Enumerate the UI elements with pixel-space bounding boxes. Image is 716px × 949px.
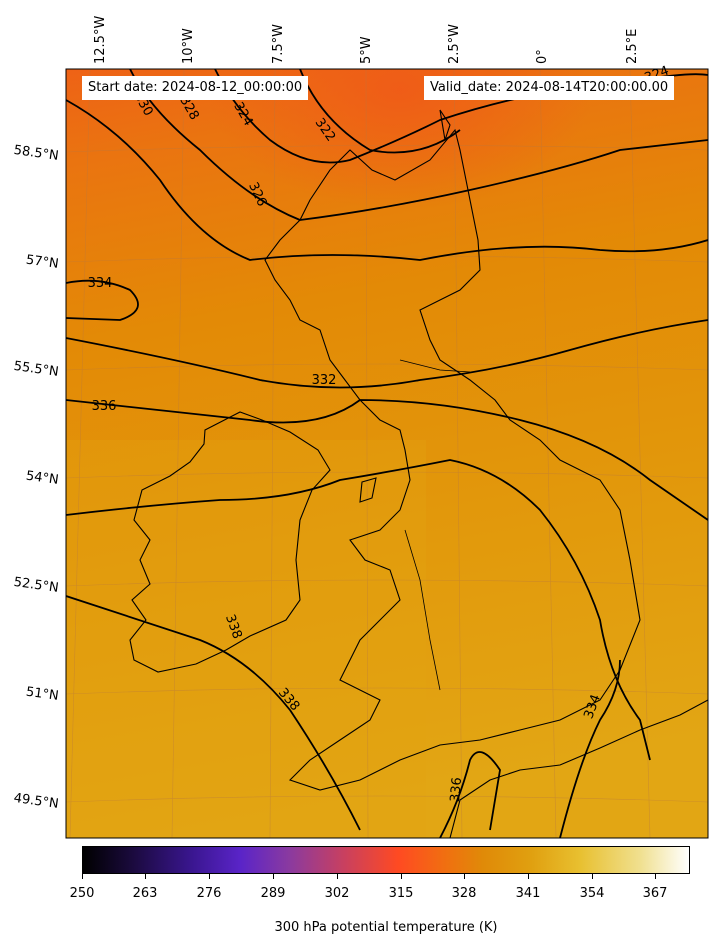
contour-line [129,69,708,221]
contour-line [66,279,139,321]
colorbar [82,846,690,874]
lon-label: 12.5°W [93,16,108,64]
contour-line [66,319,708,389]
colorbar-tick-label: 354 [579,886,605,901]
colorbar-tick-label: 341 [515,886,541,901]
france-coast [449,699,708,838]
colorbar-tickmark [82,874,83,879]
isle-of-man [359,477,377,503]
colorbar-tick-label: 289 [260,886,286,901]
lon-label: 10°W [181,28,196,64]
contour-label: 334 [88,276,113,291]
lon-label: 0° [535,49,550,64]
colorbar-tick-label: 315 [388,886,414,901]
contour-line [66,595,361,831]
scotland-border [399,359,471,373]
contour-lines [66,69,708,838]
temperature-field [66,69,708,838]
start-date-label: Start date: 2024-08-12_00:00:00 [82,76,309,100]
coastlines [129,109,708,838]
contour-line [299,69,461,154]
longitude-labels: 12.5°W 10°W 7.5°W 5°W 2.5°W 0° 2.5°E [93,16,640,64]
contour-label: 336 [92,399,117,414]
contour-label: 332 [312,373,337,388]
colorbar-tickmark [464,874,465,879]
colorbar-tickmark [655,874,656,879]
colorbar-tickmark [528,874,529,879]
britain-coast [264,128,641,791]
colorbar-tick-label: 328 [451,886,477,901]
colorbar-tickmark [401,874,402,879]
colorbar-tick-label: 263 [132,886,158,901]
lat-label: 49.5°N [13,791,60,812]
map-frame [65,68,709,839]
latitude-labels: 58.5°N 57°N 55.5°N 54°N 52.5°N 51°N 49.5… [13,143,60,812]
lon-label: 2.5°W [447,24,462,64]
wales-border [404,529,441,691]
colorbar-tick-label: 276 [196,886,222,901]
contour-line [439,751,501,838]
lat-label: 51°N [25,685,60,704]
contour-line [66,399,708,521]
ireland-coast [129,411,331,673]
colorbar-tickmark [145,874,146,879]
colorbar-tickmark [337,874,338,879]
lat-label: 54°N [25,469,60,488]
contour-line [66,99,708,261]
colorbar-tickmark [592,874,593,879]
colorbar-tick-label: 250 [69,886,95,901]
contour-line [66,459,651,761]
lon-label: 7.5°W [271,24,286,64]
lon-label: 2.5°E [625,29,640,64]
colorbar-label: 300 hPa potential temperature (K) [274,920,498,935]
lat-label: 58.5°N [13,143,60,164]
colorbar-tickmark [273,874,274,879]
contour-label: 336 [448,777,465,803]
lat-label: 55.5°N [13,359,60,380]
valid-date-label: Valid_date: 2024-08-14T20:00:00.00 [424,76,675,100]
lat-label: 52.5°N [13,575,60,596]
colorbar-tickmark [209,874,210,879]
lat-label: 57°N [25,253,60,272]
colorbar-tick-label: 302 [324,886,350,901]
colorbar-tick-label: 367 [642,886,668,901]
lon-label: 5°W [359,36,374,64]
contour-line [559,659,621,838]
